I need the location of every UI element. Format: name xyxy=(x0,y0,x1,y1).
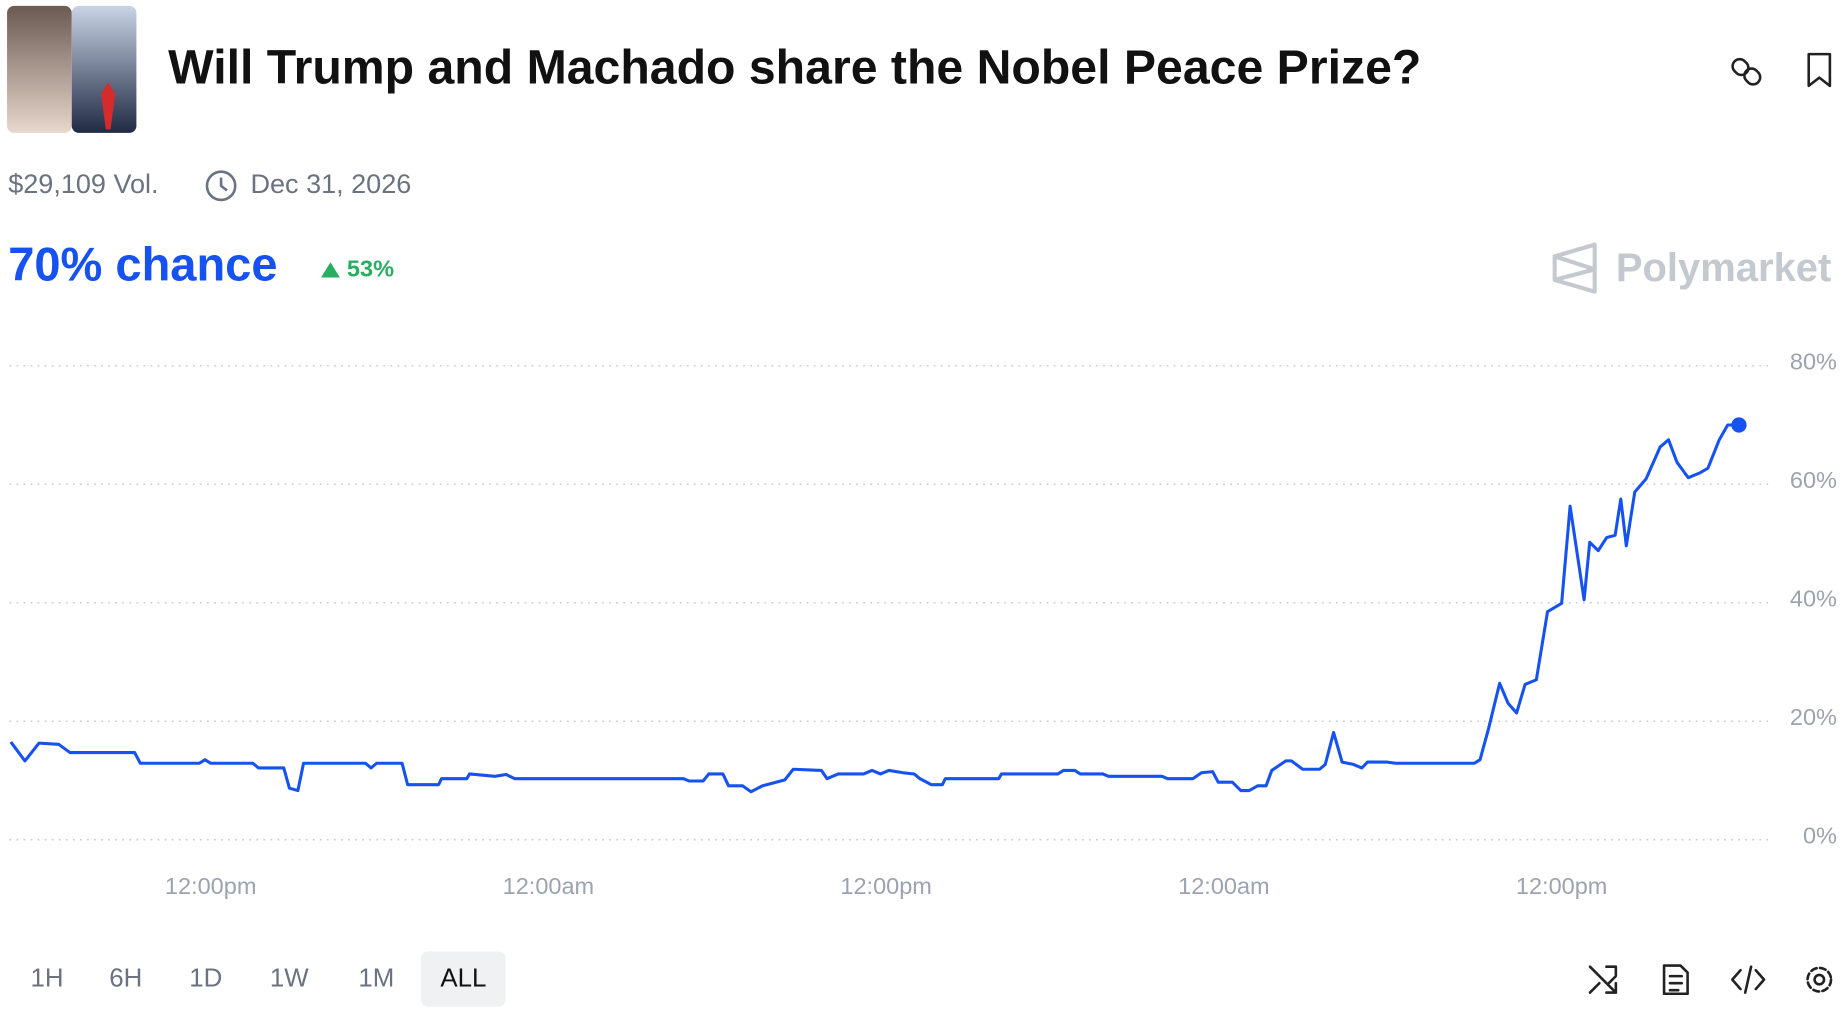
end-date: Dec 31, 2026 xyxy=(250,169,411,199)
brand: Polymarket xyxy=(1616,246,1832,290)
timeframe-button[interactable]: ALL xyxy=(440,964,486,992)
timeframe-button[interactable]: 6H xyxy=(109,964,142,992)
brand-logo xyxy=(1552,242,1597,294)
timeframe-button[interactable]: 1M xyxy=(358,964,394,992)
y-tick-label: 80% xyxy=(1790,349,1837,375)
x-tick-label: 12:00am xyxy=(1178,873,1270,899)
x-tick-label: 12:00pm xyxy=(1516,873,1608,899)
embed-button[interactable] xyxy=(1730,965,1766,994)
clock-icon xyxy=(205,170,237,202)
market-avatar xyxy=(7,5,137,133)
timeframe-button[interactable]: 1H xyxy=(31,964,64,992)
bookmark-button[interactable] xyxy=(1807,52,1832,88)
settings-button[interactable] xyxy=(1806,966,1833,993)
timeframe-selector: 1H 6H 1D 1W 1M ALL xyxy=(31,951,506,1007)
y-tick-label: 40% xyxy=(1790,586,1837,612)
y-tick-label: 0% xyxy=(1803,823,1837,849)
chance-change: 53% xyxy=(347,256,394,282)
change-arrow xyxy=(321,262,340,278)
x-tick-label: 12:00pm xyxy=(840,873,932,899)
volume: $29,109 Vol. xyxy=(8,169,158,199)
shuffle-button[interactable] xyxy=(1588,965,1618,994)
last-point xyxy=(1731,417,1747,433)
notes-button[interactable] xyxy=(1662,964,1689,996)
y-tick-label: 60% xyxy=(1790,467,1837,493)
timeframe-button[interactable]: 1W xyxy=(270,964,309,992)
x-tick-label: 12:00pm xyxy=(165,873,257,899)
timeframe-button[interactable]: 1D xyxy=(189,964,222,992)
copy-link-button[interactable] xyxy=(1730,56,1763,87)
chance: 70% chance xyxy=(8,238,277,291)
chart-tools xyxy=(1588,964,1833,996)
y-tick-label: 20% xyxy=(1790,704,1837,730)
timeframe-selected-bg xyxy=(421,951,506,1007)
price-line xyxy=(9,423,1739,794)
market-title: Will Trump and Machado share the Nobel P… xyxy=(168,40,1421,94)
x-tick-label: 12:00am xyxy=(503,873,595,899)
